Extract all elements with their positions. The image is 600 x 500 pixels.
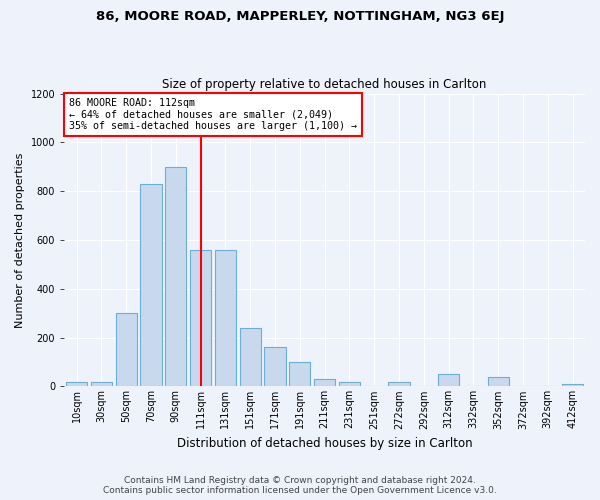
- Title: Size of property relative to detached houses in Carlton: Size of property relative to detached ho…: [163, 78, 487, 91]
- Text: Contains HM Land Registry data © Crown copyright and database right 2024.
Contai: Contains HM Land Registry data © Crown c…: [103, 476, 497, 495]
- Bar: [388, 382, 410, 386]
- Bar: [116, 313, 137, 386]
- Bar: [562, 384, 583, 386]
- Bar: [438, 374, 459, 386]
- Bar: [239, 328, 261, 386]
- Bar: [289, 362, 310, 386]
- Y-axis label: Number of detached properties: Number of detached properties: [15, 152, 25, 328]
- Bar: [265, 348, 286, 387]
- Bar: [190, 250, 211, 386]
- Bar: [314, 379, 335, 386]
- Text: 86, MOORE ROAD, MAPPERLEY, NOTTINGHAM, NG3 6EJ: 86, MOORE ROAD, MAPPERLEY, NOTTINGHAM, N…: [96, 10, 504, 23]
- Bar: [215, 250, 236, 386]
- Bar: [91, 382, 112, 386]
- Bar: [66, 382, 87, 386]
- Bar: [339, 382, 360, 386]
- Bar: [165, 167, 187, 386]
- Text: 86 MOORE ROAD: 112sqm
← 64% of detached houses are smaller (2,049)
35% of semi-d: 86 MOORE ROAD: 112sqm ← 64% of detached …: [70, 98, 358, 131]
- X-axis label: Distribution of detached houses by size in Carlton: Distribution of detached houses by size …: [177, 437, 472, 450]
- Bar: [140, 184, 161, 386]
- Bar: [488, 376, 509, 386]
